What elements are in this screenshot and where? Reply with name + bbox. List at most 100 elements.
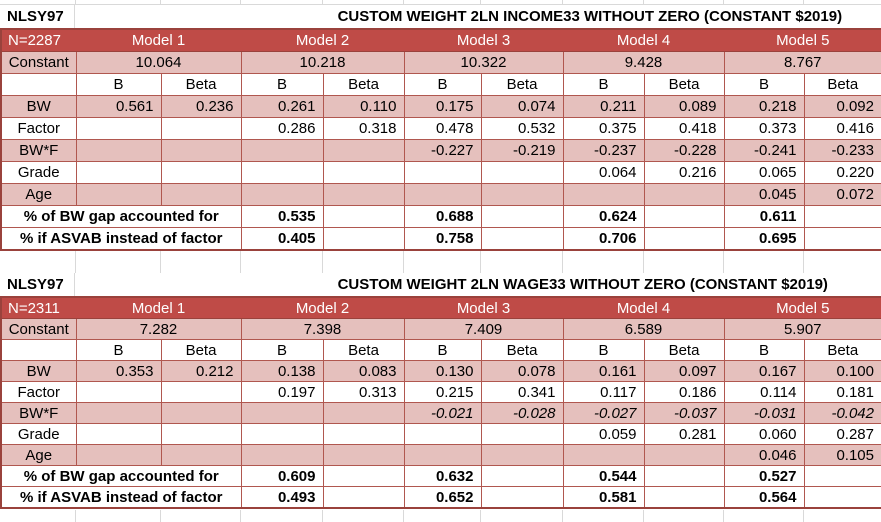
value-cell[interactable]	[75, 402, 162, 424]
blank-cell[interactable]	[322, 205, 405, 228]
value-cell[interactable]: 0.186	[643, 381, 725, 403]
value-cell[interactable]: 0.065	[723, 161, 805, 184]
value-cell[interactable]: 0.287	[803, 423, 881, 445]
value-cell[interactable]: 0.211	[562, 95, 645, 118]
value-cell[interactable]: 0.218	[723, 95, 805, 118]
value-cell[interactable]: 0.161	[562, 360, 645, 382]
value-cell[interactable]: 0.114	[723, 381, 805, 403]
value-cell[interactable]: 0.318	[322, 117, 405, 140]
summary-value-cell[interactable]: 0.624	[562, 205, 645, 228]
value-cell[interactable]: -0.219	[480, 139, 564, 162]
b-header-cell[interactable]: B	[240, 73, 324, 96]
value-cell[interactable]: -0.241	[723, 139, 805, 162]
b-header-cell[interactable]: B	[403, 339, 482, 361]
value-cell[interactable]: -0.037	[643, 402, 725, 424]
value-cell[interactable]	[480, 444, 564, 466]
value-cell[interactable]: 0.341	[480, 381, 564, 403]
value-cell[interactable]	[322, 161, 405, 184]
row-label-cell[interactable]: Factor	[0, 117, 77, 140]
beta-header-cell[interactable]: Beta	[803, 73, 881, 96]
beta-header-cell[interactable]: Beta	[480, 73, 564, 96]
summary-value-cell[interactable]: 0.706	[562, 227, 645, 251]
value-cell[interactable]	[322, 423, 405, 445]
model-header-cell[interactable]: Model 5	[723, 28, 881, 52]
summary-value-cell[interactable]: 0.611	[723, 205, 805, 228]
value-cell[interactable]: -0.042	[803, 402, 881, 424]
blank-cell[interactable]	[0, 73, 77, 96]
value-cell[interactable]: 0.215	[403, 381, 482, 403]
row-label-cell[interactable]: BW	[0, 360, 77, 382]
value-cell[interactable]	[322, 402, 405, 424]
value-cell[interactable]: 0.117	[562, 381, 645, 403]
n-count-cell[interactable]: N=2287	[0, 28, 77, 52]
value-cell[interactable]: -0.233	[803, 139, 881, 162]
row-label-cell[interactable]: BW*F	[0, 402, 77, 424]
summary-label-cell[interactable]: % if ASVAB instead of factor	[0, 227, 242, 251]
value-cell[interactable]	[160, 423, 242, 445]
value-cell[interactable]	[562, 444, 645, 466]
value-cell[interactable]: 0.181	[803, 381, 881, 403]
value-cell[interactable]: 0.375	[562, 117, 645, 140]
model-header-cell[interactable]: Model 2	[240, 296, 405, 319]
beta-header-cell[interactable]: Beta	[643, 73, 725, 96]
value-cell[interactable]: 0.286	[240, 117, 324, 140]
value-cell[interactable]	[322, 183, 405, 206]
value-cell[interactable]	[240, 423, 324, 445]
b-header-cell[interactable]: B	[562, 73, 645, 96]
value-cell[interactable]	[322, 444, 405, 466]
value-cell[interactable]: 0.089	[643, 95, 725, 118]
value-cell[interactable]	[240, 444, 324, 466]
value-cell[interactable]	[75, 381, 162, 403]
b-header-cell[interactable]: B	[75, 339, 162, 361]
value-cell[interactable]	[160, 381, 242, 403]
value-cell[interactable]: 0.110	[322, 95, 405, 118]
value-cell[interactable]: -0.228	[643, 139, 725, 162]
summary-value-cell[interactable]: 0.609	[240, 465, 324, 487]
value-cell[interactable]	[643, 444, 725, 466]
value-cell[interactable]	[403, 183, 482, 206]
row-label-cell[interactable]: Grade	[0, 161, 77, 184]
value-cell[interactable]: 0.105	[803, 444, 881, 466]
summary-value-cell[interactable]: 0.564	[723, 486, 805, 509]
row-label-cell[interactable]: Age	[0, 183, 77, 206]
value-cell[interactable]: 0.212	[160, 360, 242, 382]
value-cell[interactable]: 0.216	[643, 161, 725, 184]
beta-header-cell[interactable]: Beta	[480, 339, 564, 361]
value-cell[interactable]: 0.353	[75, 360, 162, 382]
value-cell[interactable]: 0.092	[803, 95, 881, 118]
blank-cell[interactable]	[322, 227, 405, 251]
constant-value-cell[interactable]: 9.428	[562, 51, 725, 74]
summary-value-cell[interactable]: 0.544	[562, 465, 645, 487]
constant-value-cell[interactable]: 7.282	[75, 318, 242, 340]
value-cell[interactable]: -0.021	[403, 402, 482, 424]
row-label-cell[interactable]: Constant	[0, 318, 77, 340]
value-cell[interactable]: 0.313	[322, 381, 405, 403]
value-cell[interactable]: -0.227	[403, 139, 482, 162]
value-cell[interactable]: 0.220	[803, 161, 881, 184]
constant-value-cell[interactable]: 10.064	[75, 51, 242, 74]
row-label-cell[interactable]: Constant	[0, 51, 77, 74]
value-cell[interactable]: 0.197	[240, 381, 324, 403]
value-cell[interactable]	[240, 183, 324, 206]
summary-value-cell[interactable]: 0.535	[240, 205, 324, 228]
summary-label-cell[interactable]: % of BW gap accounted for	[0, 205, 242, 228]
blank-cell[interactable]	[480, 486, 564, 509]
beta-header-cell[interactable]: Beta	[643, 339, 725, 361]
value-cell[interactable]	[403, 444, 482, 466]
model-header-cell[interactable]: Model 3	[403, 296, 564, 319]
constant-value-cell[interactable]: 7.398	[240, 318, 405, 340]
blank-cell[interactable]	[480, 205, 564, 228]
value-cell[interactable]: 0.100	[803, 360, 881, 382]
summary-value-cell[interactable]: 0.405	[240, 227, 324, 251]
value-cell[interactable]: 0.167	[723, 360, 805, 382]
blank-cell[interactable]	[322, 465, 405, 487]
value-cell[interactable]: 0.097	[643, 360, 725, 382]
blank-cell[interactable]	[322, 486, 405, 509]
value-cell[interactable]: 0.416	[803, 117, 881, 140]
income-title-right[interactable]: LN INCOME33 WITHOUT ZERO (CONSTANT $2019…	[479, 8, 843, 25]
value-cell[interactable]	[160, 161, 242, 184]
value-cell[interactable]: 0.059	[562, 423, 645, 445]
model-header-cell[interactable]: Model 5	[723, 296, 881, 319]
row-label-cell[interactable]: Grade	[0, 423, 77, 445]
summary-value-cell[interactable]: 0.758	[403, 227, 482, 251]
